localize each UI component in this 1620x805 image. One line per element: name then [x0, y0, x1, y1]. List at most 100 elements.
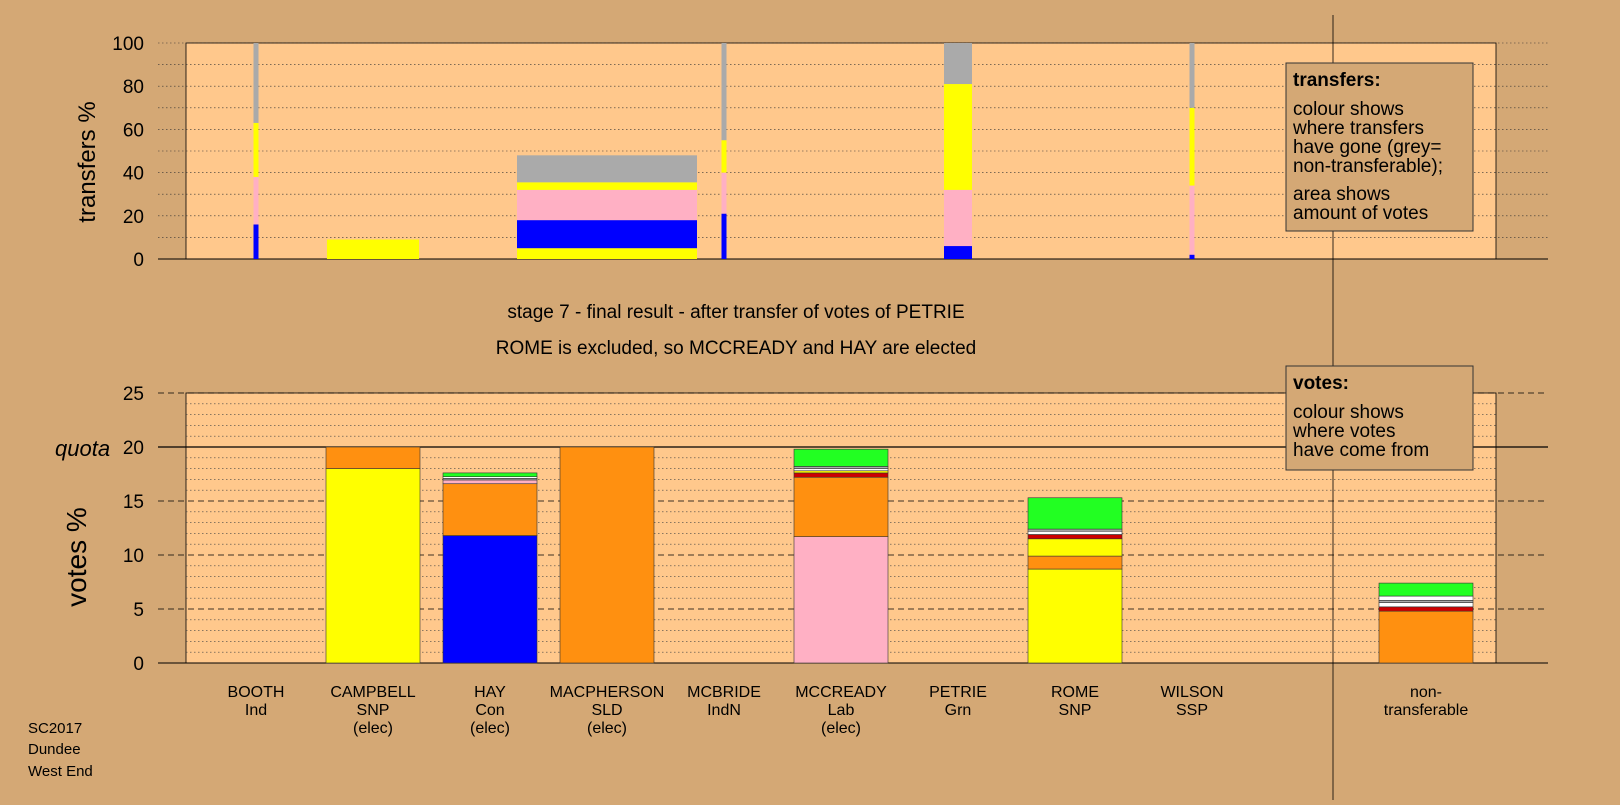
candidate-status: (elec) [470, 720, 510, 737]
transfer-segment-yellow [326, 239, 420, 259]
vote-segment-red [793, 472, 889, 478]
y-tick-label: 5 [133, 600, 144, 621]
vote-segment-red [1027, 534, 1123, 540]
vote-segment-grey [793, 466, 889, 469]
vote-segment-white [793, 468, 889, 472]
transfers-legend-line: where transfers [1292, 118, 1424, 139]
transfers-legend-box [1285, 62, 1474, 232]
transfers-legend-line: area shows [1293, 184, 1390, 205]
footer-council: Dundee [28, 741, 81, 758]
votes-legend-line: where votes [1292, 421, 1395, 442]
transfers-y-axis-label: transfers % [74, 101, 101, 222]
vote-segment-yellow [1027, 568, 1123, 664]
y-tick-label: 40 [123, 164, 144, 185]
votes-legend: votes: colour shows where votes have com… [1285, 365, 1474, 471]
candidate-name: CAMPBELL [330, 684, 415, 701]
footer-ward: West End [28, 763, 93, 780]
candidate-label: non-transferable [1384, 684, 1469, 719]
votes-y-ticks: 0 5 10 15 20 25 [123, 384, 144, 675]
transfer-segment-yellow [253, 122, 259, 177]
stage-result: ROME is excluded, so MCCREADY and HAY ar… [496, 338, 976, 359]
candidate-party: SLD [591, 702, 622, 719]
vote-segment-yellow [325, 468, 421, 664]
vote-segment-orange [442, 483, 538, 536]
candidate-party: Ind [245, 702, 267, 719]
transfer-segment-yellow [1189, 107, 1195, 186]
candidate-status: (elec) [353, 720, 393, 737]
votes-legend-line: colour shows [1293, 402, 1404, 423]
candidate-party: IndN [707, 702, 741, 719]
vote-segment-yellow [793, 470, 889, 474]
transfer-segment-grey [944, 43, 972, 85]
candidate-labels: BOOTHIndCAMPBELLSNP(elec)HAYCon(elec)MAC… [228, 684, 1469, 737]
vote-segment-white [1378, 595, 1474, 601]
transfers-legend-line: have gone (grey= [1293, 137, 1441, 158]
votes-legend-title: votes: [1293, 373, 1349, 394]
vote-segment-grey [1378, 600, 1474, 603]
candidate-name: BOOTH [228, 684, 285, 701]
vote-segment-white [1027, 530, 1123, 535]
votes-bars [325, 446, 1474, 664]
transfer-segment-blue [517, 220, 697, 249]
transfer-segment-blue [944, 246, 972, 259]
transfer-segment-yellow [721, 140, 727, 173]
vote-segment-green [442, 472, 538, 478]
y-tick-label: 15 [123, 492, 144, 513]
transfer-segment-blue [721, 213, 727, 259]
votes-legend-box [1285, 365, 1474, 471]
candidate-party: Con [475, 702, 504, 719]
stage-title: stage 7 - final result - after transfer … [507, 302, 964, 323]
candidate-name: HAY [474, 684, 506, 701]
vote-segment-pink [442, 479, 538, 485]
y-tick-label: 0 [133, 250, 144, 271]
transfers-y-ticks: 0 20 40 60 80 100 [112, 34, 144, 271]
candidate-name: PETRIE [929, 684, 987, 701]
vote-segment-orange [325, 446, 421, 469]
vote-segment-green [1378, 582, 1474, 597]
candidate-name: MCCREADY [795, 684, 887, 701]
transfers-legend-line: amount of votes [1293, 203, 1428, 224]
candidate-status: (elec) [821, 720, 861, 737]
y-tick-label: 80 [123, 77, 144, 98]
vote-segment-pink [793, 536, 889, 664]
transfer-segment-yellow [944, 84, 972, 190]
candidate-name: MACPHERSON [550, 684, 665, 701]
vote-segment-yellow [1027, 538, 1123, 557]
vote-segment-white [1378, 602, 1474, 608]
transfers-legend: transfers: colour shows where transfers … [1285, 62, 1474, 232]
vote-segment-red [1378, 606, 1474, 612]
transfer-segment-yellow [517, 248, 697, 259]
transfer-segment-grey [1189, 43, 1195, 108]
candidate-status: (elec) [587, 720, 627, 737]
y-tick-label: 25 [123, 384, 144, 405]
candidate-name: MCBRIDE [687, 684, 761, 701]
vote-segment-orange [1027, 555, 1123, 570]
transfer-segment-pink [253, 176, 259, 225]
candidate-party: SNP [1059, 702, 1092, 719]
y-tick-label: 0 [133, 654, 144, 675]
transfer-segment-grey [517, 155, 697, 183]
transfer-segment-grey [253, 43, 259, 123]
vote-segment-orange [559, 446, 655, 664]
vote-segment-orange [1378, 610, 1474, 664]
y-tick-label: 20 [123, 438, 144, 459]
vote-segment-green [793, 448, 889, 467]
vote-segment-orange [793, 476, 889, 537]
footer-election: SC2017 [28, 720, 82, 737]
transfer-segment-pink [517, 189, 697, 221]
transfer-segment-pink [1189, 185, 1195, 255]
transfer-segment-blue [253, 224, 259, 259]
candidate-name: WILSON [1160, 684, 1223, 701]
candidate-party: SNP [357, 702, 390, 719]
candidate-party: Grn [945, 702, 972, 719]
transfer-segment-grey [721, 43, 727, 141]
